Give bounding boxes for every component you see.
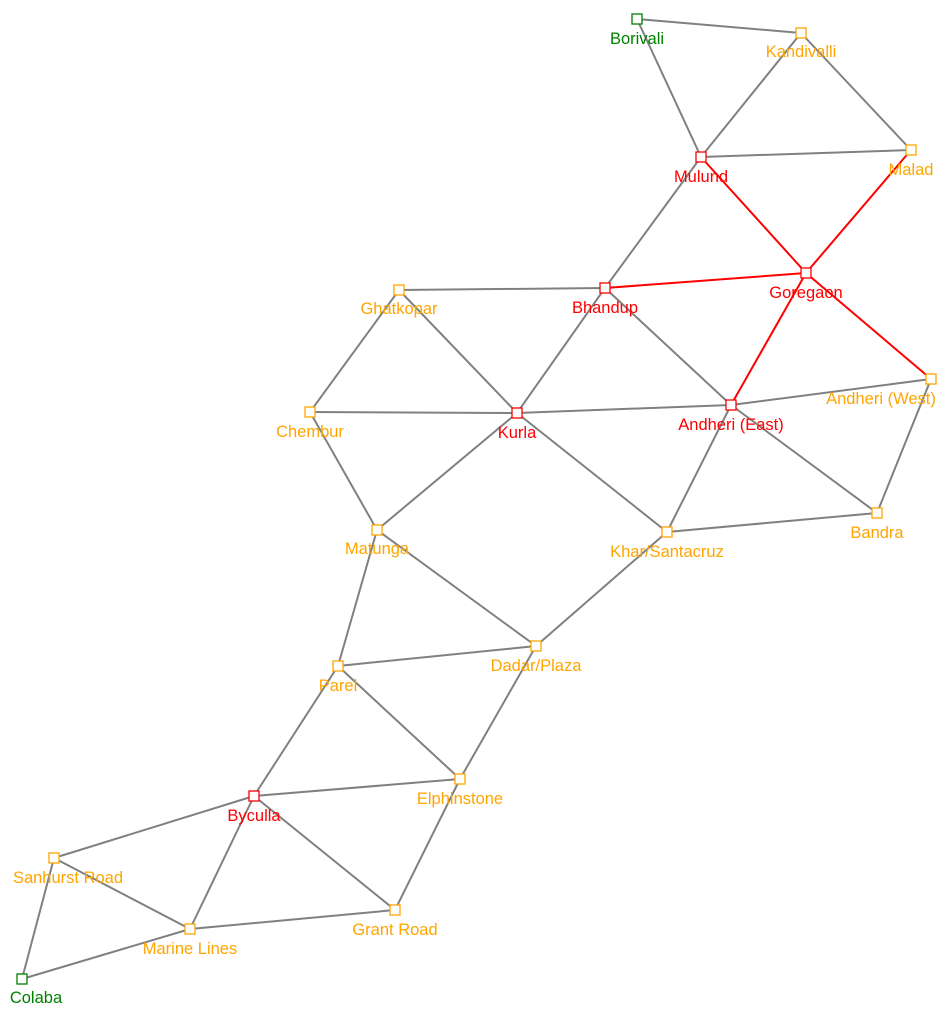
edge-sanhurst-marine_lines <box>53 857 191 930</box>
edge-byculla-grant_road <box>253 795 396 911</box>
edge-bhandup-goregaon <box>604 272 807 289</box>
node-dadar[interactable] <box>530 640 542 652</box>
edge-borivali-mulund <box>636 18 702 158</box>
node-label-malad: Malad <box>889 161 934 179</box>
node-label-kurla: Kurla <box>498 424 537 442</box>
edge-kurla-andheri_east <box>516 404 732 414</box>
label-layer: Borivali Kandivalli Mulund Malad Goregaon Bha… <box>10 30 936 1007</box>
node-andheri_east[interactable] <box>725 399 737 411</box>
node-malad[interactable] <box>905 144 917 156</box>
node-label-ghatkopar: Ghatkopar <box>360 300 438 318</box>
node-byculla[interactable] <box>248 790 260 802</box>
node-khar[interactable] <box>661 526 673 538</box>
node-borivali[interactable] <box>631 13 643 25</box>
edge-goregaon-andheri_west <box>805 272 932 380</box>
node-layer <box>16 13 937 985</box>
node-label-chembur: Chembur <box>276 423 344 441</box>
node-bandra[interactable] <box>871 507 883 519</box>
edge-layer <box>21 18 932 980</box>
edge-marine_lines-grant_road <box>189 909 396 930</box>
node-label-kandivalli: Kandivalli <box>766 43 837 61</box>
node-grant_road[interactable] <box>389 904 401 916</box>
node-label-matunga: Matunga <box>345 540 410 558</box>
edge-bhandup-kurla <box>516 287 606 414</box>
edge-byculla-marine_lines <box>189 795 255 930</box>
edge-matunga-parel <box>337 529 378 667</box>
node-kandivalli[interactable] <box>795 27 807 39</box>
node-chembur[interactable] <box>304 406 316 418</box>
node-colaba[interactable] <box>16 973 28 985</box>
node-ghatkopar[interactable] <box>393 284 405 296</box>
edge-andheri_east-andheri_west <box>730 378 932 406</box>
node-label-khar: Khar/Santacruz <box>610 543 724 561</box>
node-label-goregaon: Goregaon <box>769 284 842 302</box>
node-mulund[interactable] <box>695 151 707 163</box>
node-label-grant_road: Grant Road <box>352 921 437 939</box>
edge-mulund-goregaon <box>700 156 807 274</box>
edge-khar-dadar <box>535 531 668 647</box>
edge-byculla-sanhurst <box>53 795 255 859</box>
edge-chembur-matunga <box>309 411 378 531</box>
node-label-elphinstone: Elphinstone <box>417 790 503 808</box>
edge-goregaon-andheri_east <box>730 272 807 406</box>
edge-parel-elphinstone <box>337 665 461 780</box>
edge-parel-dadar <box>337 645 537 667</box>
edge-kandivalli-malad <box>800 32 912 151</box>
node-label-colaba: Colaba <box>10 989 63 1007</box>
edge-chembur-kurla <box>309 411 518 414</box>
node-matunga[interactable] <box>371 524 383 536</box>
node-label-parel: Parel <box>319 677 358 695</box>
edge-kurla-matunga <box>376 412 518 531</box>
node-label-borivali: Borivali <box>610 30 664 48</box>
edge-ghatkopar-bhandup <box>398 287 606 291</box>
node-label-marine_lines: Marine Lines <box>143 940 237 958</box>
edge-kandivalli-mulund <box>700 32 802 158</box>
edge-malad-goregaon <box>805 149 912 274</box>
node-label-mulund: Mulund <box>674 168 728 186</box>
node-label-andheri_west: Andheri (West) <box>826 390 936 408</box>
edge-parel-byculla <box>253 665 339 797</box>
edge-dadar-elphinstone <box>459 645 537 780</box>
edge-borivali-kandivalli <box>636 18 802 34</box>
node-marine_lines[interactable] <box>184 923 196 935</box>
edge-andheri_west-bandra <box>876 378 932 514</box>
edge-andheri_east-khar <box>666 404 732 533</box>
edge-matunga-dadar <box>376 529 537 647</box>
node-label-bandra: Bandra <box>850 524 904 542</box>
edge-bhandup-andheri_east <box>604 287 732 406</box>
edge-byculla-elphinstone <box>253 778 461 797</box>
node-kurla[interactable] <box>511 407 523 419</box>
node-label-dadar: Dadar/Plaza <box>491 657 583 675</box>
node-label-byculla: Byculla <box>227 807 281 825</box>
node-goregaon[interactable] <box>800 267 812 279</box>
edge-ghatkopar-kurla <box>398 289 518 414</box>
node-label-bhandup: Bhandup <box>572 299 638 317</box>
node-label-andheri_east: Andheri (East) <box>678 416 783 434</box>
node-elphinstone[interactable] <box>454 773 466 785</box>
node-label-sanhurst: Sanhurst Road <box>13 869 123 887</box>
node-bhandup[interactable] <box>599 282 611 294</box>
edge-colaba-marine_lines <box>21 928 191 980</box>
edge-mulund-malad <box>700 149 912 158</box>
edge-elphinstone-grant_road <box>394 778 461 911</box>
edge-mulund-bhandup <box>604 156 702 289</box>
edge-ghatkopar-chembur <box>309 289 400 413</box>
edge-sanhurst-colaba <box>21 857 55 980</box>
node-sanhurst[interactable] <box>48 852 60 864</box>
node-andheri_west[interactable] <box>925 373 937 385</box>
node-parel[interactable] <box>332 660 344 672</box>
edge-andheri_east-bandra <box>730 404 878 514</box>
edge-kurla-khar <box>516 412 668 533</box>
edge-khar-bandra <box>666 512 878 533</box>
